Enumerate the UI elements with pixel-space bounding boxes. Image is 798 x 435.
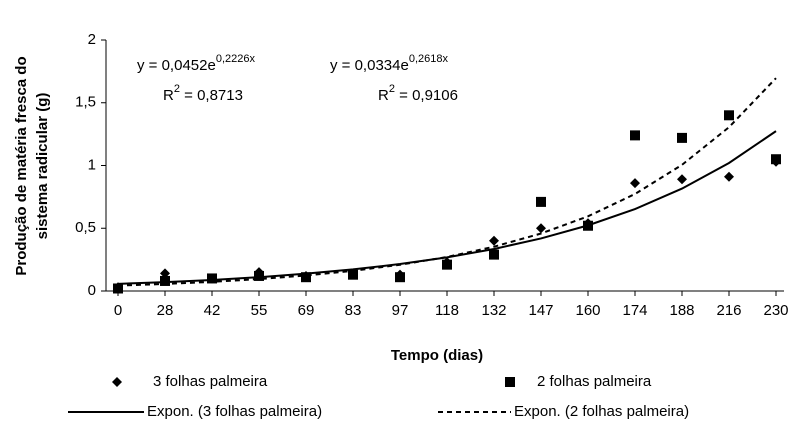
marker-diamond [536, 223, 546, 234]
legend-label: Expon. (2 folhas palmeira) [514, 403, 689, 420]
x-tick-label: 188 [669, 302, 694, 319]
equation: R2 = 0,8713 [163, 83, 243, 104]
equation-sup: 0,2226x [216, 53, 256, 65]
x-tick-label: 147 [528, 302, 553, 319]
x-tick-label: 55 [251, 302, 268, 319]
y-tick-label: 1,5 [75, 94, 96, 111]
y-tick-label: 0,5 [75, 219, 96, 236]
equation: R2 = 0,9106 [378, 83, 458, 104]
x-tick-label: 174 [622, 302, 647, 319]
y-tick-label: 1 [88, 156, 96, 173]
equation-text: y = 0,0452e [137, 57, 216, 74]
equation: y = 0,0452e0,2226x [137, 53, 255, 74]
marker-square [160, 275, 170, 286]
x-axis-title: Tempo (dias) [391, 347, 483, 364]
equation-rest: = 0,9106 [395, 87, 458, 104]
x-tick-label: 28 [157, 302, 174, 319]
x-tick-label: 132 [481, 302, 506, 319]
marker-diamond [160, 268, 170, 279]
y-tick-label: 2 [88, 31, 96, 48]
equation-text: R [163, 87, 174, 104]
marker-diamond [630, 178, 640, 189]
equation-text: R [378, 87, 389, 104]
equation: y = 0,0334e0,2618x [330, 53, 448, 74]
equation-sup: 2 [389, 83, 395, 95]
marker-diamond [724, 171, 734, 182]
marker-square [536, 196, 546, 207]
marker-diamond [489, 235, 499, 246]
x-tick-label: 42 [204, 302, 221, 319]
marker-square [301, 272, 311, 283]
marker-square [630, 130, 640, 141]
marker-square [505, 377, 515, 387]
marker-diamond [677, 174, 687, 185]
x-tick-label: 0 [114, 302, 122, 319]
legend-label: 3 folhas palmeira [153, 373, 268, 390]
x-tick-label: 216 [716, 302, 741, 319]
marker-diamond [112, 377, 122, 387]
x-tick-label: 230 [763, 302, 788, 319]
trend-line [117, 77, 777, 287]
marker-square [677, 132, 687, 143]
marker-square [395, 272, 405, 283]
equation-sup: 0,2618x [409, 53, 449, 65]
marker-square [771, 154, 781, 165]
marker-square [724, 110, 734, 121]
y-tick-label: 0 [88, 282, 96, 299]
trend-line [117, 130, 777, 285]
equation-sup: 2 [174, 83, 180, 95]
x-tick-label: 69 [298, 302, 315, 319]
marker-square [442, 259, 452, 270]
equation-rest: = 0,8713 [180, 87, 243, 104]
y-axis-title: Produção de matéria fresca do [13, 56, 30, 275]
x-tick-label: 97 [392, 302, 409, 319]
equation-text: y = 0,0334e [330, 57, 409, 74]
legend-label: Expon. (3 folhas palmeira) [147, 403, 322, 420]
marker-square [489, 249, 499, 260]
legend-label: 2 folhas palmeira [537, 373, 652, 390]
marker-square [207, 273, 217, 284]
x-tick-label: 83 [345, 302, 362, 319]
marker-square [254, 270, 264, 281]
marker-square [348, 269, 358, 280]
y-axis-title: sistema radicular (g) [34, 93, 51, 240]
x-tick-label: 160 [575, 302, 600, 319]
x-tick-label: 118 [435, 302, 459, 319]
marker-square [113, 283, 123, 294]
